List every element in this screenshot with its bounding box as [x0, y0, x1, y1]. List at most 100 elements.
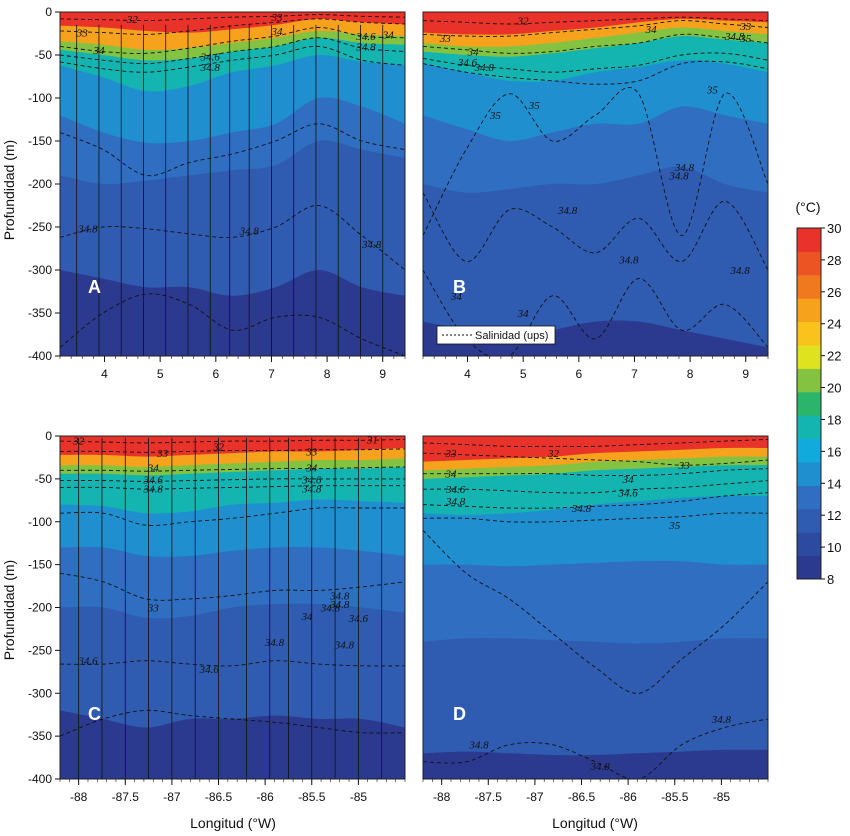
contour-label: 34.8	[143, 483, 164, 495]
contour-label: 35	[706, 84, 719, 96]
colorbar-segment	[797, 462, 821, 486]
contour-label: 32	[212, 441, 225, 453]
colorbar-tick-label: 20	[827, 381, 841, 396]
legend-label: Salinidad (ups)	[475, 330, 548, 342]
salinity-contour-34.6-3	[60, 478, 405, 482]
y-tick-label: -100	[28, 91, 52, 105]
salinity-contour-unlabeled-8	[60, 709, 405, 737]
contour-label: 34.8	[557, 205, 578, 217]
contour-label: 33	[739, 21, 752, 33]
x-tick-label: -86	[619, 790, 637, 804]
contour-label: 35	[528, 100, 541, 112]
salinity-contour-33-1	[423, 452, 768, 466]
contour-label: 34.8	[590, 761, 611, 773]
y-tick-label: -100	[28, 515, 52, 529]
salinity-legend: Salinidad (ups)	[436, 325, 556, 345]
x-axis-label-left: Longitud (°W)	[190, 815, 276, 831]
y-tick-label: -400	[28, 349, 52, 363]
salinity-contour-34.8-6	[423, 192, 768, 271]
y-tick-label: -300	[28, 263, 52, 277]
contour-label: 33	[439, 33, 452, 45]
contour-label: 35	[668, 520, 681, 532]
contour-label: 34.8	[361, 239, 382, 251]
salinity-contour-34.6-3	[423, 480, 768, 494]
colorbar-tick-label: 16	[827, 444, 841, 459]
colorbar-frame	[796, 227, 822, 580]
colorbar-segment	[797, 438, 821, 463]
colorbar-label: (°C)	[795, 199, 820, 215]
y-tick-label: -150	[28, 558, 52, 572]
x-tick-label: -86.5	[205, 790, 233, 804]
x-tick-label: -87	[163, 790, 181, 804]
contour-label: 34	[271, 26, 284, 38]
y-tick-label: -350	[28, 306, 52, 320]
contour-label: 34.8	[468, 740, 489, 752]
contour-label: 34	[92, 45, 105, 57]
y-tick-label: -200	[28, 601, 52, 615]
colorbar-tick-label: 28	[827, 253, 841, 268]
y-tick-label: -400	[28, 772, 52, 786]
contour-label: 34.8	[329, 590, 350, 602]
y-tick-label: 0	[45, 429, 52, 443]
salinity-contour-33-1	[60, 448, 405, 453]
contour-label: 34.6	[77, 656, 98, 668]
contour-label: 34.6	[457, 57, 478, 69]
salinity-contour-33-1	[60, 18, 405, 35]
y-tick-label: -250	[28, 643, 52, 657]
contour-label: 35	[739, 33, 752, 45]
x-tick-label: 8	[687, 367, 694, 381]
contour-label: 34.8	[474, 62, 495, 74]
salinity-contour-34.8-4	[60, 45, 405, 73]
colorbar-segment	[797, 508, 821, 533]
contour-label: 34	[147, 463, 160, 475]
contour-label: 35	[489, 110, 502, 122]
contour-label: 33	[147, 603, 160, 615]
isotherm-band-30	[423, 12, 768, 23]
colorbar-tick-label: 8	[827, 572, 834, 587]
contour-label: 34.6	[355, 31, 376, 43]
panel-b: 32333434.634.835353534.834.834.834.834.8…	[422, 11, 769, 381]
salinity-contour-34.8-7	[60, 660, 405, 667]
colorbar-segment	[797, 345, 821, 369]
colorbar-segment	[797, 485, 821, 510]
contour-label: 33	[305, 446, 318, 458]
contour-label: 33	[271, 12, 284, 24]
salinity-contour-34.8-5	[60, 507, 405, 526]
contour-label: 34.8	[674, 162, 695, 174]
contour-label: 34.8	[239, 225, 260, 237]
contour-label: 34	[645, 24, 658, 36]
x-tick-label: -86.5	[568, 790, 596, 804]
colorbar-tick-label: 24	[827, 317, 841, 332]
contour-label: 31	[366, 434, 378, 446]
contour-label: 34	[467, 47, 480, 59]
salinity-contour-33-1	[423, 20, 768, 37]
salinity-contour-34-2	[423, 468, 768, 477]
x-tick-label: -87	[526, 790, 544, 804]
x-tick-label: 9	[742, 367, 749, 381]
contour-label: 34	[444, 469, 457, 481]
salinity-contour-34.8-4	[423, 492, 768, 509]
isotherm-band-30	[60, 12, 405, 22]
contour-label: 33	[76, 28, 89, 40]
salinity-contour-34-2	[60, 466, 405, 472]
x-tick-label: 6	[212, 367, 219, 381]
contour-label: 32	[517, 16, 530, 28]
contour-label: 32	[126, 14, 139, 26]
colorbar-segment	[797, 321, 821, 346]
salinity-contour-unlabeled-7	[60, 293, 405, 356]
contour-label: 34.8	[320, 603, 341, 615]
colorbar-tick-label: 12	[827, 508, 841, 523]
x-tick-label: -85	[713, 790, 731, 804]
contour-label: 34.8	[334, 639, 355, 651]
colorbar-tick-label: 14	[827, 476, 841, 491]
contour-label: 34.8	[77, 224, 98, 236]
panel-letter-b: B	[453, 277, 466, 297]
colorbar-tick-label: 26	[827, 285, 841, 300]
x-tick-label: 5	[157, 367, 164, 381]
contour-label: 32	[547, 448, 560, 460]
y-tick-label: -200	[28, 177, 52, 191]
salinity-contour-32-0	[423, 438, 768, 447]
contour-label: 34	[301, 611, 314, 623]
